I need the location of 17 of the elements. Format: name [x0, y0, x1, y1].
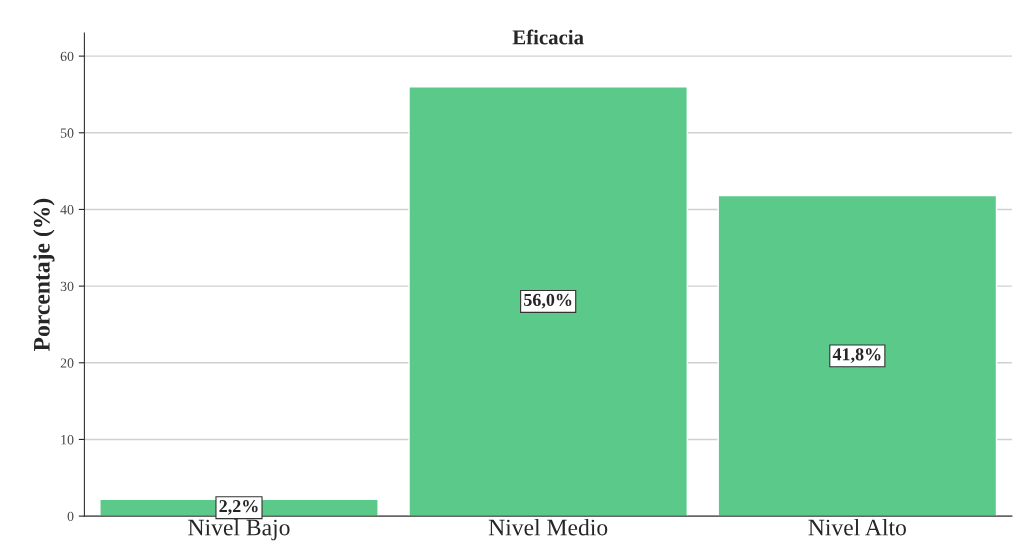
data-label: 2,2%: [219, 500, 258, 515]
x-tick-label: Nivel Bajo: [188, 518, 290, 541]
y-tick-label: 10: [61, 435, 74, 445]
x-tick-label: Nivel Medio: [488, 518, 608, 536]
bar: [408, 86, 688, 517]
y-tick-label: 40: [60, 205, 74, 215]
x-tick-label: Nivel Alto: [808, 518, 906, 536]
y-tick-label: 30: [60, 281, 74, 292]
y-tick-label: 50: [60, 128, 74, 138]
data-label: 56,0%: [524, 293, 572, 309]
chart-title: Eficacia: [512, 29, 584, 45]
y-axis-title: Porcentaje (%): [33, 198, 55, 352]
y-tick-label: 60: [60, 51, 74, 62]
bar: [717, 194, 998, 517]
y-tick-label: 0: [67, 511, 74, 522]
y-tick-label: 20: [60, 358, 74, 368]
data-label: 41,8%: [832, 348, 881, 364]
